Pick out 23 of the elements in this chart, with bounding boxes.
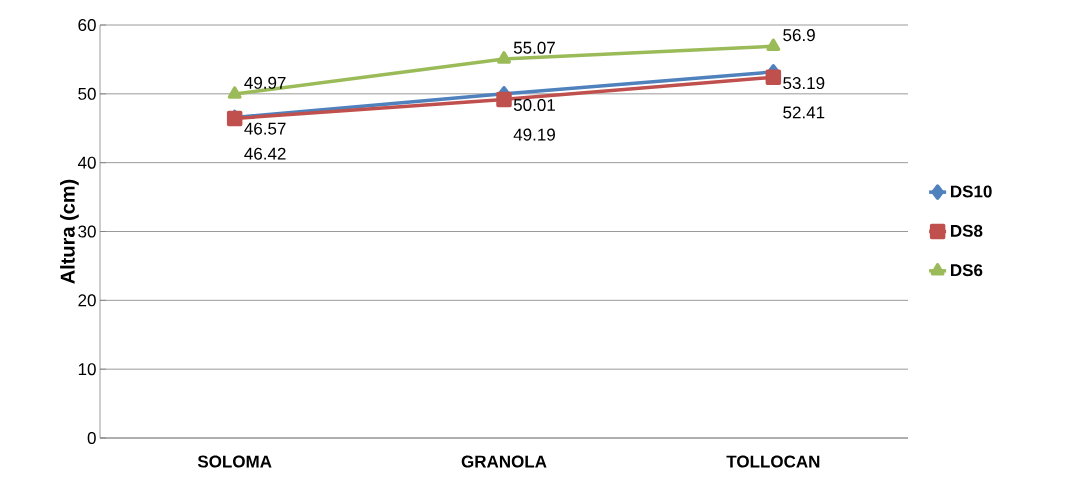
legend-label: DS8	[951, 224, 983, 237]
data-label: 56.9	[783, 29, 815, 42]
data-label: 49.19	[513, 128, 555, 141]
x-tick-label: TOLLOCAN	[726, 455, 820, 468]
data-label: 46.57	[244, 122, 286, 135]
data-label: 52.41	[783, 106, 825, 119]
y-tick-label: 40	[77, 156, 96, 169]
y-tick-label: 50	[78, 87, 96, 100]
legend-label: DS6	[951, 264, 983, 277]
data-label: 53.19	[783, 77, 825, 90]
y-tick-label: 0	[87, 431, 96, 445]
y-axis-title: Altura (cm)	[60, 179, 79, 284]
y-tick-label: 60	[78, 18, 96, 32]
data-label: 50.01	[513, 98, 555, 112]
legend-label: DS10	[951, 185, 992, 198]
y-tick-label: 30	[78, 225, 96, 238]
x-tick-label: SOLOMA	[197, 455, 272, 468]
data-label: 46.42	[244, 147, 286, 160]
data-label: 49.97	[244, 76, 286, 89]
x-tick-label: GRANOLA	[461, 455, 547, 468]
y-tick-label: 20	[78, 294, 96, 307]
y-tick-label: 10	[78, 363, 96, 376]
data-label: 55.07	[513, 41, 555, 54]
